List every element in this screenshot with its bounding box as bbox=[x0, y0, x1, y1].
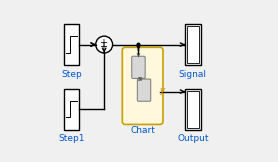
Text: y: y bbox=[159, 86, 165, 95]
Text: +: + bbox=[100, 42, 108, 52]
Bar bbox=[64, 24, 79, 65]
Bar bbox=[185, 89, 200, 130]
FancyBboxPatch shape bbox=[122, 47, 163, 124]
FancyBboxPatch shape bbox=[132, 56, 145, 78]
FancyBboxPatch shape bbox=[137, 79, 151, 101]
Bar bbox=[185, 24, 200, 65]
Text: Step1: Step1 bbox=[58, 134, 85, 144]
Text: Signal: Signal bbox=[179, 70, 207, 79]
Text: Step: Step bbox=[61, 70, 82, 79]
Bar bbox=[64, 89, 79, 130]
Circle shape bbox=[96, 36, 113, 53]
Text: Output: Output bbox=[177, 134, 208, 144]
Text: +: + bbox=[100, 38, 108, 48]
Text: Chart: Chart bbox=[130, 126, 155, 135]
Circle shape bbox=[137, 43, 140, 46]
Bar bbox=[187, 26, 198, 63]
Bar bbox=[187, 91, 198, 128]
